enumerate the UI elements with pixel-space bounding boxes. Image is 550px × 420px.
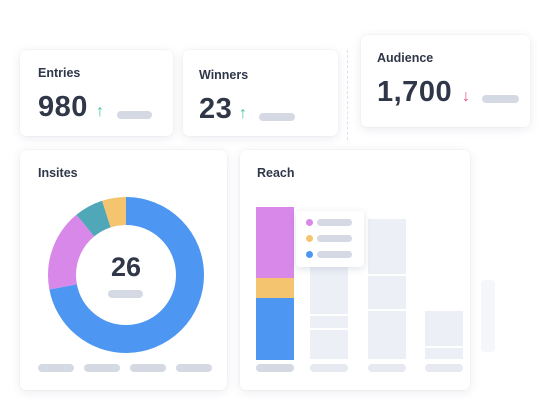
legend-dot-2 (306, 235, 313, 242)
audience-value: 1,700 (377, 76, 453, 108)
legend-dot-3 (306, 251, 313, 258)
donut-center-value: 26 (110, 252, 142, 282)
reach-footer-pill-3 (368, 364, 406, 372)
reach-bar-1-segment-3 (256, 298, 294, 360)
legend-label-pill-3 (317, 251, 352, 258)
reach-title: Reach (257, 166, 295, 180)
trend-up-icon: ↑ (96, 103, 104, 120)
legend-dot-1 (306, 219, 313, 226)
audience-card: Audience 1,700 ↓ (361, 35, 530, 127)
audience-label: Audience (377, 51, 434, 65)
reach-bar-3 (368, 219, 406, 359)
entries-value: 980 (38, 91, 88, 123)
insites-footer-pill-4 (176, 364, 212, 372)
donut-segment-4 (48, 197, 204, 353)
audience-placeholder-bar (482, 95, 519, 103)
insites-footer-pill-3 (130, 364, 166, 372)
reach-bar-1 (256, 207, 294, 360)
trend-up-icon: ↑ (239, 105, 247, 122)
insites-title: Insites (38, 166, 78, 180)
reach-bar-1-segment-2 (256, 278, 294, 298)
donut-center-pill (108, 290, 143, 298)
reach-footer-pill-4 (425, 364, 463, 372)
entries-placeholder-bar (117, 111, 152, 119)
reach-footer-pill-1 (256, 364, 294, 372)
reach-bar-5 (481, 280, 495, 352)
reach-legend-tooltip (296, 211, 364, 267)
entries-card: Entries 980 ↑ (20, 50, 173, 136)
insites-footer-pill-1 (38, 364, 74, 372)
insites-footer-pill-2 (84, 364, 120, 372)
legend-label-pill-1 (317, 219, 352, 226)
winners-value: 23 (199, 93, 233, 125)
dashed-divider (347, 50, 348, 140)
reach-bar-1-segment-1 (256, 207, 294, 278)
donut-segment-2 (48, 197, 204, 353)
entries-label: Entries (38, 66, 81, 80)
insites-donut-chart (48, 197, 204, 353)
winners-placeholder-bar (259, 113, 295, 121)
winners-card: Winners 23 ↑ (183, 50, 338, 136)
legend-label-pill-2 (317, 235, 352, 242)
winners-label: Winners (199, 68, 249, 82)
trend-down-icon: ↓ (462, 88, 470, 105)
reach-footer-pill-2 (310, 364, 348, 372)
reach-bar-4 (425, 311, 463, 359)
